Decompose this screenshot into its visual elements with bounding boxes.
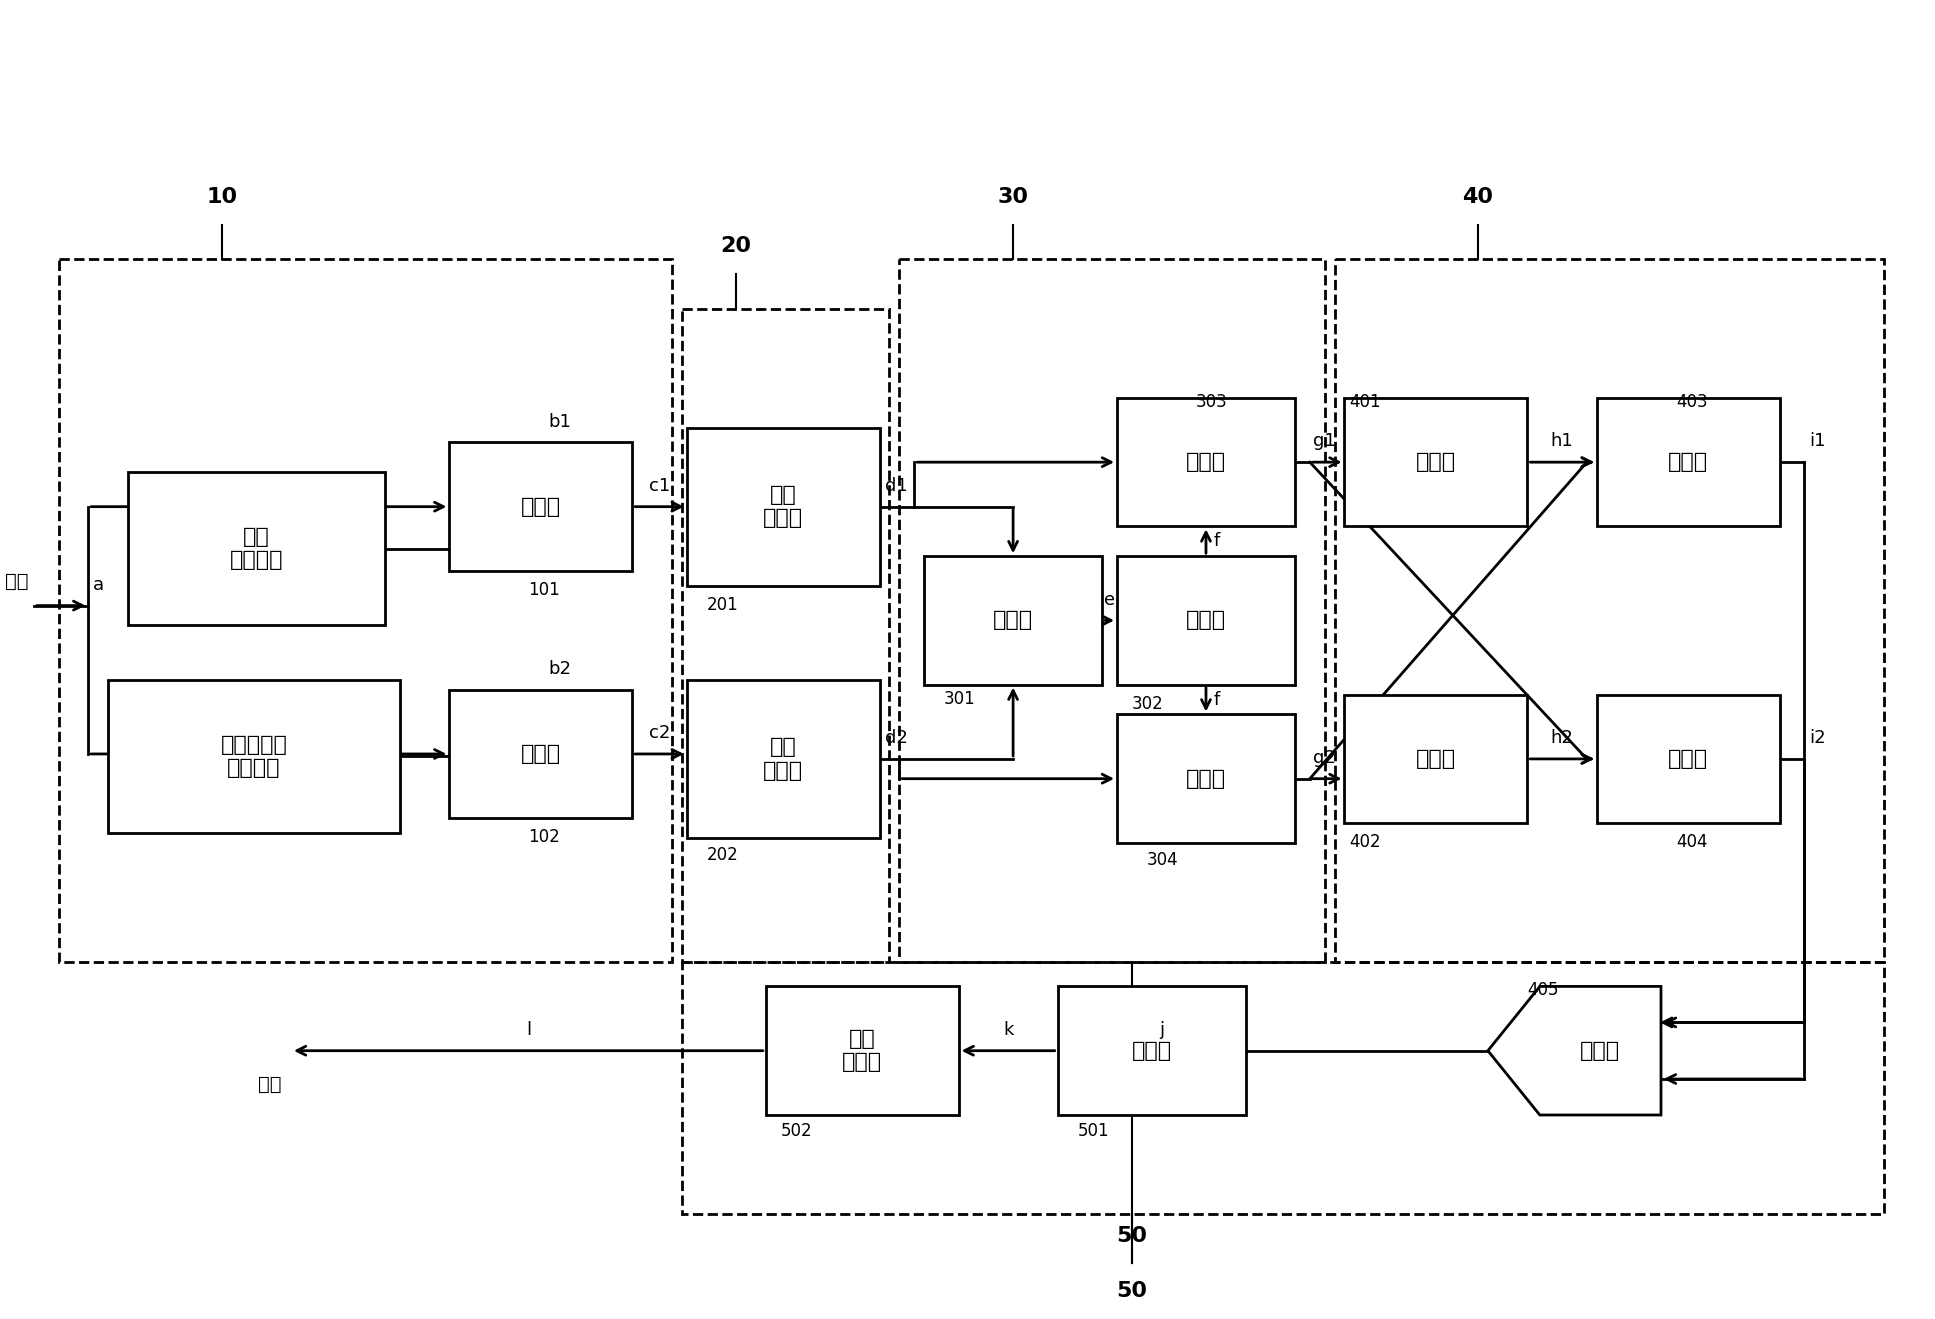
Text: 101: 101	[528, 580, 559, 599]
Text: h1: h1	[1550, 433, 1573, 450]
Text: 低通
滤波器: 低通 滤波器	[762, 485, 803, 529]
Text: f: f	[1213, 533, 1221, 550]
Text: 404: 404	[1676, 834, 1707, 851]
Bar	[766, 987, 958, 1115]
Bar	[128, 472, 385, 625]
Bar	[681, 962, 1883, 1213]
Bar	[1335, 260, 1883, 962]
Text: 202: 202	[706, 845, 739, 864]
Text: i1: i1	[1809, 433, 1827, 450]
Text: a: a	[93, 575, 104, 594]
Bar	[1116, 557, 1295, 685]
Text: 403: 403	[1676, 393, 1707, 412]
Text: d2: d2	[884, 729, 908, 747]
Text: 积分器: 积分器	[1132, 1041, 1171, 1060]
Text: 402: 402	[1349, 834, 1382, 851]
Text: g1: g1	[1312, 433, 1335, 450]
Text: c1: c1	[648, 476, 670, 495]
Text: 10: 10	[207, 187, 238, 207]
Bar	[925, 557, 1103, 685]
Text: 302: 302	[1132, 695, 1163, 712]
Bar	[449, 442, 633, 571]
Text: 输出: 输出	[257, 1075, 281, 1095]
Bar	[1596, 398, 1780, 526]
Text: l: l	[526, 1021, 530, 1039]
Bar	[900, 260, 1325, 962]
Text: 乘法器: 乘法器	[1668, 452, 1709, 472]
Text: 输入: 输入	[6, 571, 29, 591]
Bar	[687, 679, 880, 838]
Text: 30: 30	[998, 187, 1029, 207]
Text: 201: 201	[706, 596, 739, 613]
Text: h2: h2	[1550, 729, 1573, 747]
Text: 低通
滤波器: 低通 滤波器	[762, 737, 803, 781]
Text: 除法器: 除法器	[1186, 769, 1227, 789]
Bar	[1058, 987, 1246, 1115]
Text: 微分器: 微分器	[1416, 452, 1455, 472]
Text: 401: 401	[1349, 393, 1382, 412]
Bar	[681, 309, 890, 962]
Text: b2: b2	[550, 660, 571, 678]
Text: 高通
滤波器: 高通 滤波器	[842, 1029, 882, 1072]
Text: 除法器: 除法器	[1186, 452, 1227, 472]
Text: c2: c2	[648, 724, 670, 743]
Text: 20: 20	[720, 236, 751, 256]
Text: f: f	[1213, 691, 1221, 708]
Bar	[449, 690, 633, 818]
Text: 50: 50	[1116, 1225, 1147, 1245]
Text: d1: d1	[884, 476, 908, 495]
Text: b1: b1	[550, 413, 571, 430]
Text: 微分器: 微分器	[1416, 749, 1455, 769]
Text: 二倍频正弦
调制信号: 二倍频正弦 调制信号	[221, 735, 288, 778]
Bar	[1596, 695, 1780, 823]
Bar	[687, 427, 880, 586]
Text: 50: 50	[1116, 1281, 1147, 1301]
Text: 减法器: 减法器	[1581, 1041, 1620, 1060]
Text: 405: 405	[1527, 981, 1560, 1000]
Text: 501: 501	[1078, 1122, 1109, 1140]
Bar	[108, 679, 401, 834]
Text: 102: 102	[528, 828, 559, 847]
Bar	[1345, 695, 1527, 823]
Text: g2: g2	[1312, 749, 1335, 766]
Text: k: k	[1002, 1021, 1014, 1039]
Text: 乘法器: 乘法器	[521, 497, 561, 517]
Polygon shape	[1488, 987, 1660, 1115]
Text: 303: 303	[1196, 393, 1229, 412]
Text: 正弦
调制信号: 正弦 调制信号	[230, 528, 283, 570]
Text: 301: 301	[944, 690, 975, 708]
Text: 40: 40	[1463, 187, 1494, 207]
Text: 乘法器: 乘法器	[521, 744, 561, 764]
Text: 502: 502	[780, 1122, 813, 1140]
Bar	[1116, 398, 1295, 526]
Text: 平方根: 平方根	[1186, 611, 1227, 630]
Bar	[1345, 398, 1527, 526]
Text: 304: 304	[1147, 851, 1178, 869]
Text: 平方和: 平方和	[993, 611, 1033, 630]
Text: e: e	[1105, 591, 1115, 608]
Text: i2: i2	[1809, 729, 1827, 747]
Text: 乘法器: 乘法器	[1668, 749, 1709, 769]
Bar	[1116, 715, 1295, 843]
Text: j: j	[1159, 1021, 1165, 1039]
Bar	[58, 260, 671, 962]
